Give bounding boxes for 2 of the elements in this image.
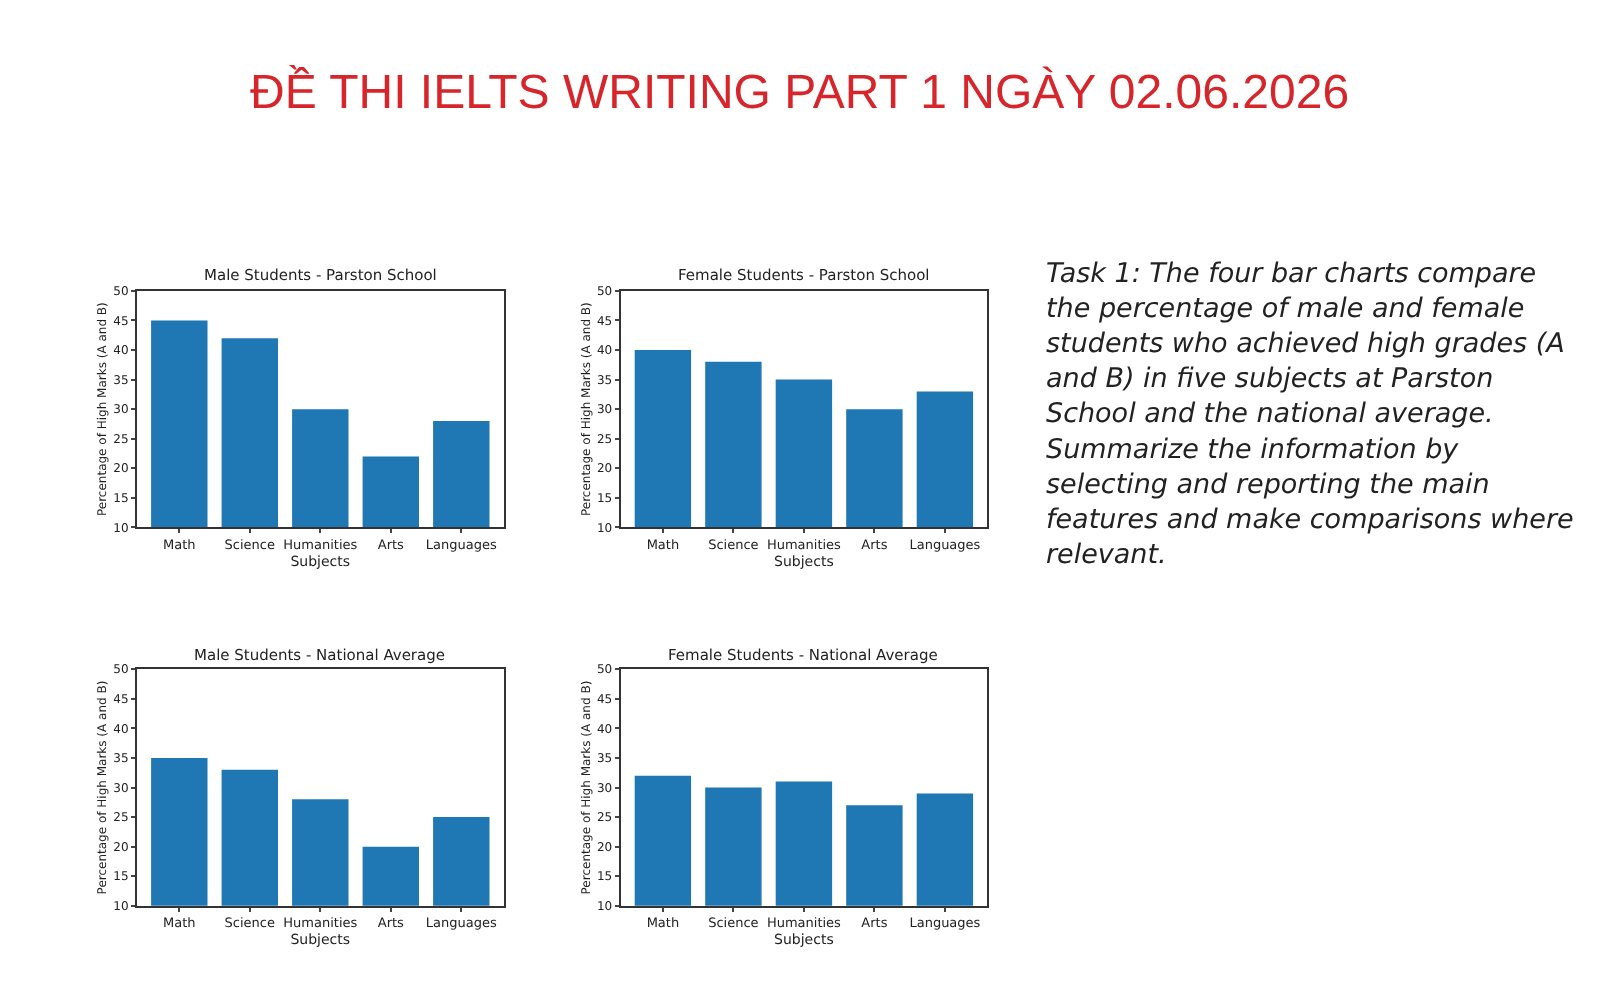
text: Task 1: The four bar charts compare the percentage of male and female students who achieved high grades (A and B) in five subjects at Parston School and the national average. Summarize the information by selecting and reporting the main features and make comparisons where relevant. [1046,258,1574,571]
text: ĐỀ THI IELTS WRITING PART 1 NGÀY 02.06.2026 [250,64,1350,120]
